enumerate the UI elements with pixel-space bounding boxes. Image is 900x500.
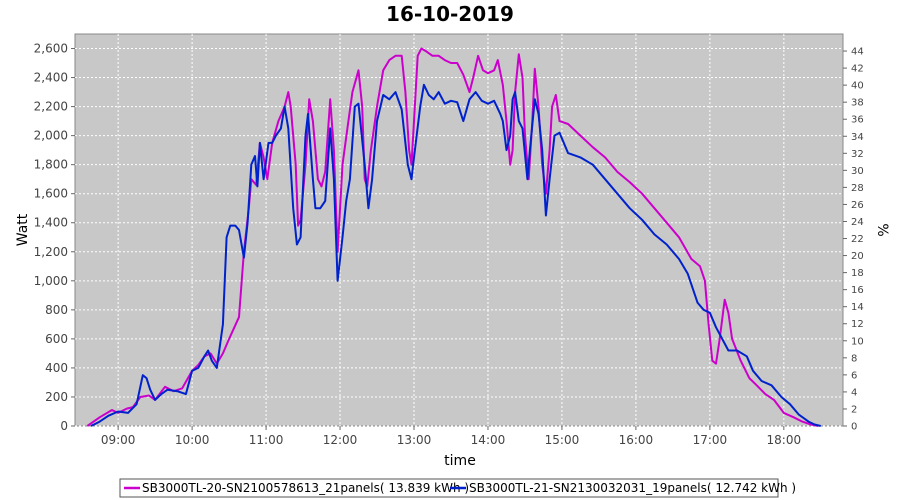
y2-tick-label: 8 [851, 353, 857, 364]
y2-tick-label: 24 [851, 217, 864, 228]
x-tick-label: 15:00 [545, 433, 580, 447]
y-tick-label: 1,000 [34, 274, 68, 288]
y2-tick-label: 20 [851, 251, 864, 262]
y-tick-label: 0 [60, 419, 68, 433]
y-tick-label: 1,800 [34, 158, 68, 172]
y2-tick-label: 42 [851, 64, 864, 75]
y2-tick-label: 14 [851, 302, 864, 313]
y2-tick-label: 28 [851, 183, 864, 194]
y-axis-label: Watt [15, 213, 31, 246]
y2-tick-label: 30 [851, 166, 864, 177]
x-tick-label: 11:00 [249, 433, 284, 447]
y2-tick-label: 2 [851, 404, 857, 415]
x-tick-label: 10:00 [175, 433, 210, 447]
legend-box [119, 478, 779, 498]
y-tick-label: 200 [45, 390, 68, 404]
y2-tick-label: 6 [851, 370, 857, 381]
series-line-1 [90, 83, 822, 427]
y-tick-label: 2,400 [34, 71, 68, 85]
series-group [86, 47, 822, 427]
y2-tick-label: 38 [851, 98, 864, 109]
legend-label: SB3000TL-21-SN2130032031_19panels( 12.74… [469, 481, 796, 495]
axes: 02004006008001,0001,2001,4001,6001,8002,… [34, 42, 864, 447]
y2-tick-label: 4 [851, 387, 857, 398]
y2-tick-label: 34 [851, 132, 864, 143]
y2-tick-label: 16 [851, 285, 864, 296]
y2-tick-label: 10 [851, 336, 864, 347]
y-tick-label: 2,600 [34, 42, 68, 56]
y2-tick-label: 12 [851, 319, 864, 330]
x-tick-label: 17:00 [693, 433, 728, 447]
x-axis-label: time [444, 453, 476, 469]
y-tick-label: 1,600 [34, 187, 68, 201]
y2-axis-label: % [874, 223, 890, 236]
legend: SB3000TL-20-SN2100578613_21panels( 13.83… [119, 478, 796, 498]
y-tick-label: 400 [45, 361, 68, 375]
x-tick-label: 13:00 [397, 433, 432, 447]
y2-tick-label: 40 [851, 81, 864, 92]
chart-title: 16-10-2019 [386, 2, 514, 26]
y-tick-label: 1,200 [34, 245, 68, 259]
y2-tick-label: 32 [851, 149, 864, 160]
y2-tick-label: 36 [851, 115, 864, 126]
y-tick-label: 1,400 [34, 216, 68, 230]
x-tick-label: 16:00 [619, 433, 654, 447]
plot-area [74, 33, 844, 427]
y-tick-label: 800 [45, 303, 68, 317]
x-tick-label: 18:00 [767, 433, 802, 447]
grid [75, 34, 843, 427]
y-tick-label: 2,000 [34, 129, 68, 143]
y2-tick-label: 22 [851, 234, 864, 245]
y2-tick-label: 0 [851, 422, 857, 433]
y-tick-label: 600 [45, 332, 68, 346]
x-tick-label: 12:00 [323, 433, 358, 447]
y2-tick-label: 44 [851, 47, 864, 58]
x-tick-label: 14:00 [471, 433, 506, 447]
y2-tick-label: 18 [851, 268, 864, 279]
y2-tick-label: 26 [851, 200, 864, 211]
legend-label: SB3000TL-20-SN2100578613_21panels( 13.83… [142, 481, 469, 495]
y-tick-label: 2,200 [34, 100, 68, 114]
x-tick-label: 09:00 [101, 433, 136, 447]
